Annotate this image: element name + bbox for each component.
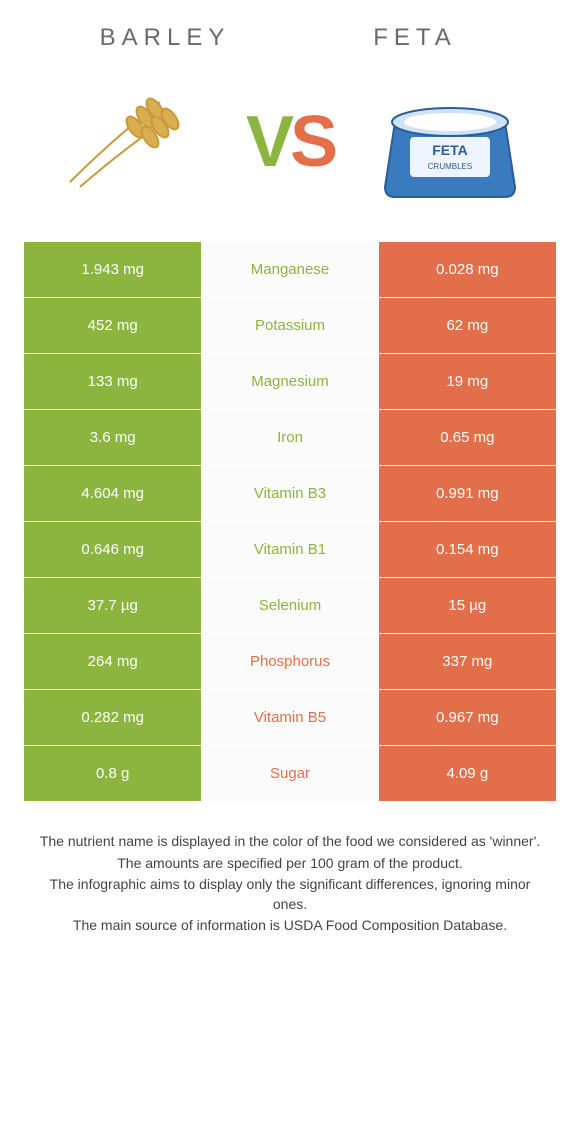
left-value: 452 mg [24, 298, 201, 353]
left-value: 0.8 g [24, 746, 201, 801]
table-row: 0.8 gSugar4.09 g [24, 746, 556, 802]
footer-line: The infographic aims to display only the… [36, 875, 544, 914]
left-food-title: BARLEY [40, 24, 290, 52]
right-value: 19 mg [379, 354, 556, 409]
nutrient-name: Vitamin B5 [201, 690, 378, 745]
left-value: 1.943 mg [24, 242, 201, 297]
nutrient-name: Phosphorus [201, 634, 378, 689]
vs-v: V [246, 102, 290, 182]
nutrient-name: Selenium [201, 578, 378, 633]
table-row: 4.604 mgVitamin B30.991 mg [24, 466, 556, 522]
vs-s: S [290, 102, 334, 182]
table-row: 1.943 mgManganese0.028 mg [24, 242, 556, 298]
left-value: 3.6 mg [24, 410, 201, 465]
right-food-title: FETA [290, 24, 540, 52]
vs-label: VS [240, 101, 340, 183]
table-row: 0.282 mgVitamin B50.967 mg [24, 690, 556, 746]
barley-icon [20, 72, 240, 212]
nutrient-name: Iron [201, 410, 378, 465]
svg-text:FETA: FETA [432, 142, 468, 158]
left-value: 133 mg [24, 354, 201, 409]
images-row: VS FETA CRUMBLES [0, 62, 580, 242]
table-row: 3.6 mgIron0.65 mg [24, 410, 556, 466]
svg-text:CRUMBLES: CRUMBLES [428, 162, 472, 171]
left-value: 0.646 mg [24, 522, 201, 577]
table-row: 133 mgMagnesium19 mg [24, 354, 556, 410]
footer-line: The nutrient name is displayed in the co… [36, 832, 544, 852]
right-value: 0.65 mg [379, 410, 556, 465]
nutrient-name: Potassium [201, 298, 378, 353]
nutrient-name: Sugar [201, 746, 378, 801]
right-value: 15 µg [379, 578, 556, 633]
right-value: 0.154 mg [379, 522, 556, 577]
table-row: 0.646 mgVitamin B10.154 mg [24, 522, 556, 578]
left-value: 37.7 µg [24, 578, 201, 633]
table-row: 37.7 µgSelenium15 µg [24, 578, 556, 634]
nutrient-name: Vitamin B3 [201, 466, 378, 521]
left-value: 264 mg [24, 634, 201, 689]
table-row: 452 mgPotassium62 mg [24, 298, 556, 354]
right-value: 62 mg [379, 298, 556, 353]
header: BARLEY FETA [0, 0, 580, 62]
right-value: 4.09 g [379, 746, 556, 801]
footer-notes: The nutrient name is displayed in the co… [0, 802, 580, 936]
feta-icon: FETA CRUMBLES [340, 72, 560, 212]
right-value: 337 mg [379, 634, 556, 689]
nutrient-name: Vitamin B1 [201, 522, 378, 577]
left-value: 4.604 mg [24, 466, 201, 521]
footer-line: The amounts are specified per 100 gram o… [36, 854, 544, 874]
right-value: 0.991 mg [379, 466, 556, 521]
nutrient-name: Manganese [201, 242, 378, 297]
right-value: 0.028 mg [379, 242, 556, 297]
left-value: 0.282 mg [24, 690, 201, 745]
table-row: 264 mgPhosphorus337 mg [24, 634, 556, 690]
nutrient-name: Magnesium [201, 354, 378, 409]
footer-line: The main source of information is USDA F… [36, 916, 544, 936]
right-value: 0.967 mg [379, 690, 556, 745]
comparison-table: 1.943 mgManganese0.028 mg452 mgPotassium… [24, 242, 556, 802]
